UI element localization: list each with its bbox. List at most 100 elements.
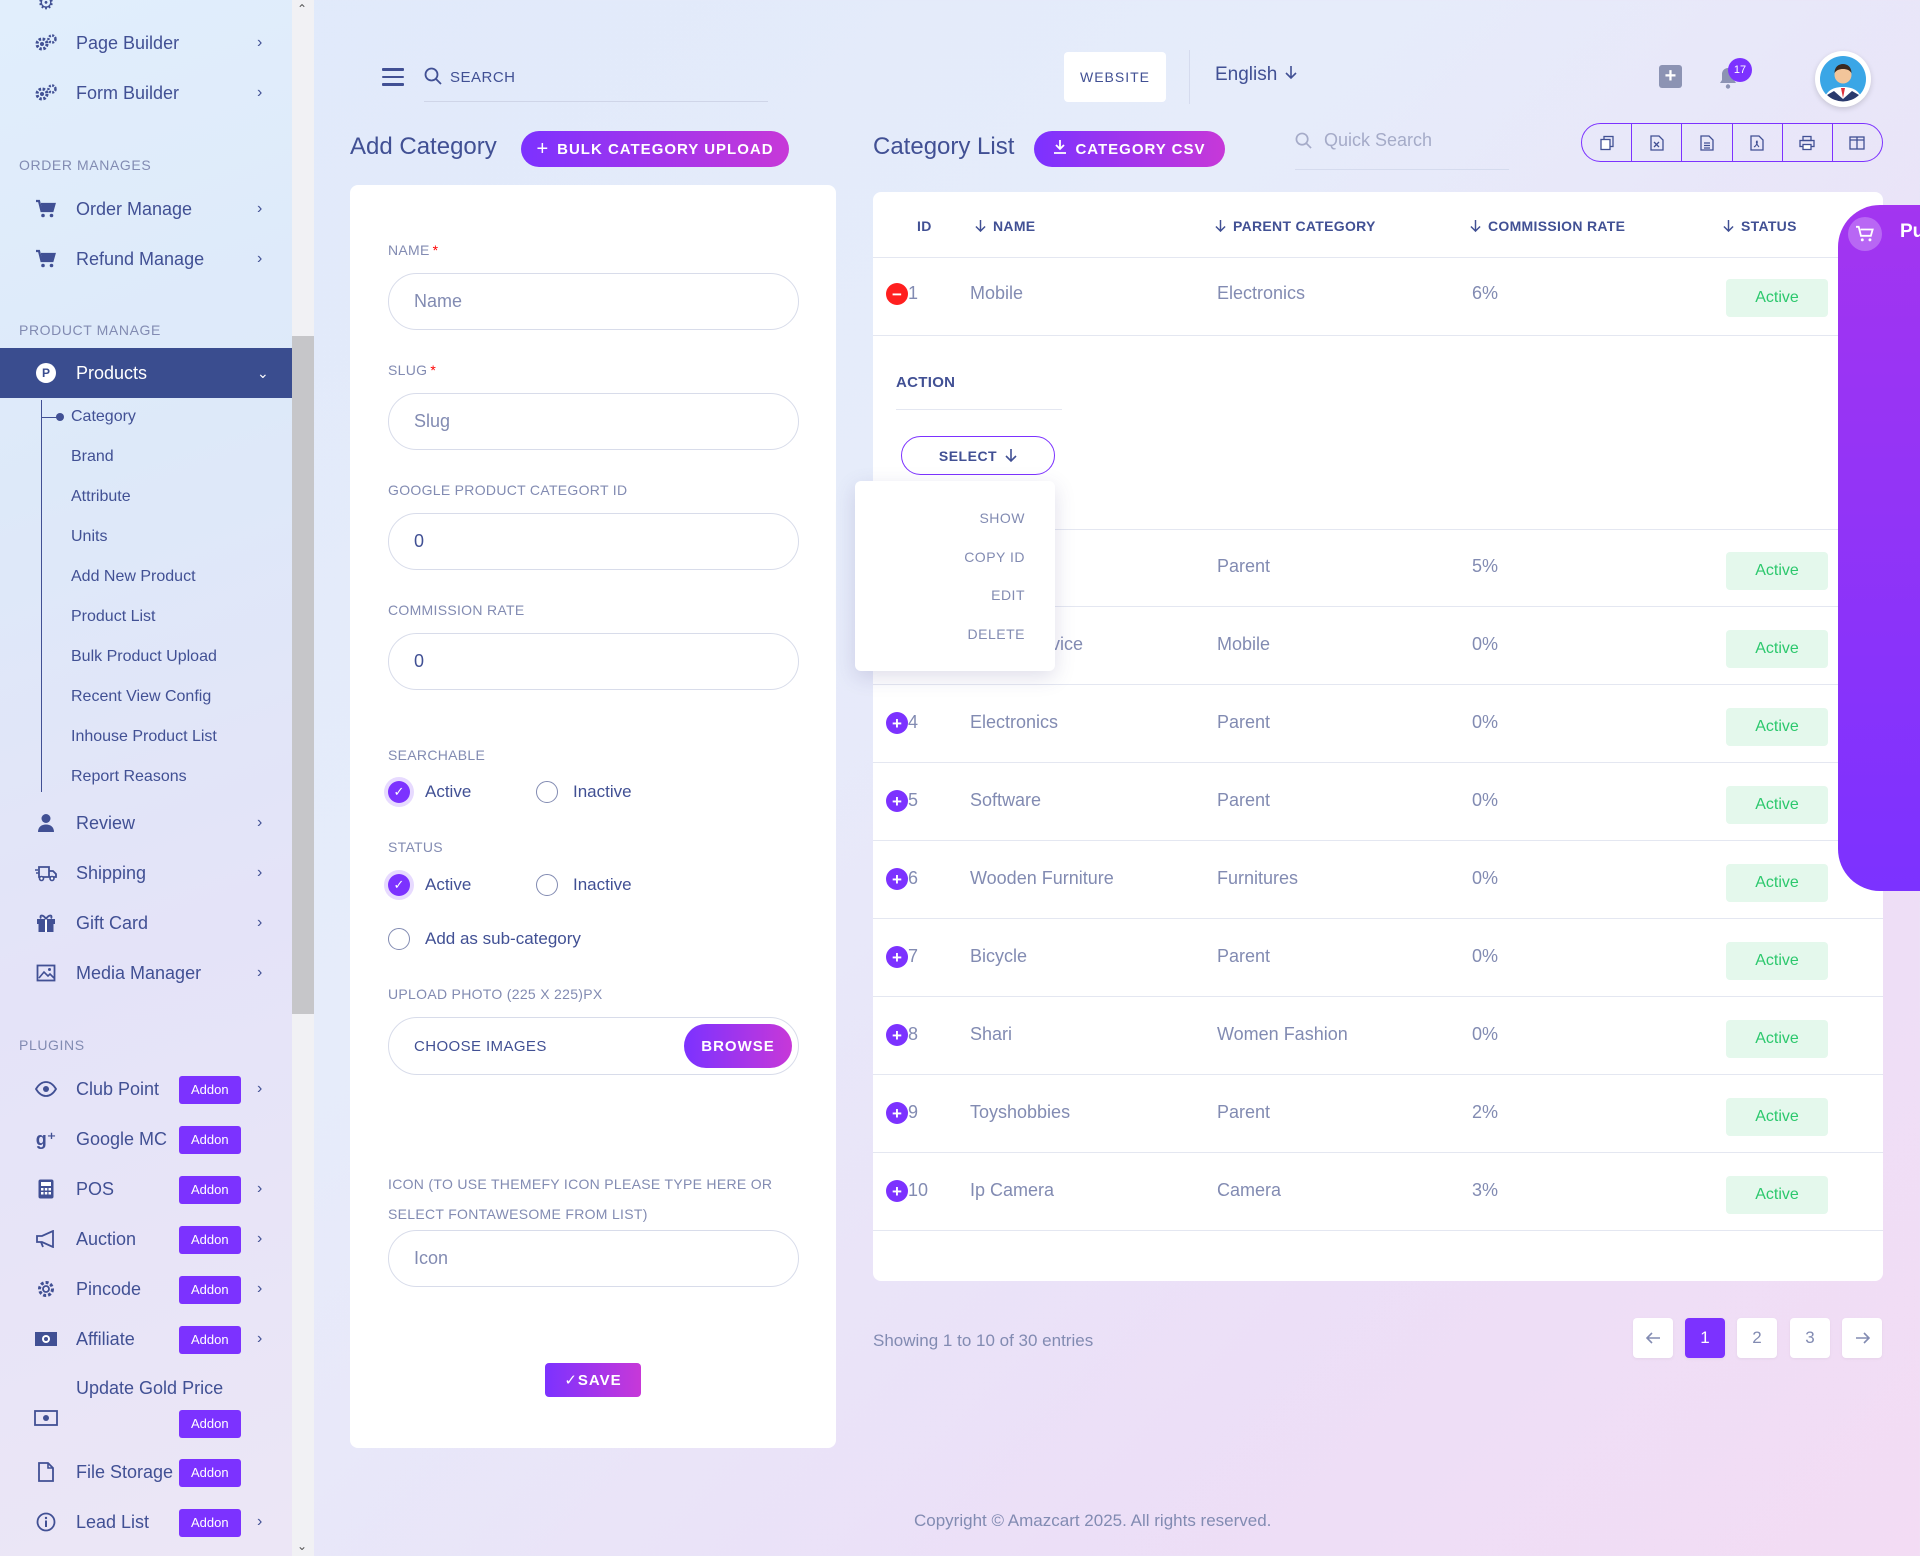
sidebar-item-affiliate[interactable]: Affiliate Addon ›	[0, 1314, 292, 1364]
expand-row-icon[interactable]: +	[886, 712, 908, 734]
addon-badge: Addon	[179, 1126, 241, 1154]
menu-item-copy-id[interactable]: COPY ID	[964, 549, 1025, 565]
searchable-active-radio[interactable]: ✓ Active	[388, 781, 471, 803]
showing-entries-text: Showing 1 to 10 of 30 entries	[873, 1331, 1094, 1350]
submenu-item-attribute[interactable]: Attribute	[71, 488, 131, 505]
sidebar-item-refund-manage[interactable]: Refund Manage ›	[0, 234, 292, 284]
column-header-name[interactable]: NAME	[975, 218, 1035, 234]
sidebar-item-label: Shipping	[76, 862, 147, 883]
cell-name: Ip Camera	[970, 1180, 1055, 1200]
page-2-button[interactable]: 2	[1737, 1318, 1777, 1358]
quick-search-input[interactable]	[1324, 128, 1504, 152]
bulk-category-upload-button[interactable]: + BULK CATEGORY UPLOAD	[521, 131, 789, 167]
print-icon[interactable]	[1783, 124, 1833, 161]
page-3-button[interactable]: 3	[1790, 1318, 1830, 1358]
action-select-button[interactable]: SELECT	[901, 436, 1055, 475]
slug-field[interactable]	[388, 393, 799, 450]
sidebar-item-review[interactable]: Review ›	[0, 798, 292, 848]
save-button[interactable]: ✓SAVE	[545, 1363, 641, 1397]
expand-row-icon[interactable]: +	[886, 1180, 908, 1202]
sidebar-scrollbar[interactable]: ⌃ ⌄	[292, 0, 314, 1556]
menu-toggle-icon[interactable]	[382, 68, 404, 86]
name-field[interactable]	[388, 273, 799, 330]
submenu-item-add-new-product[interactable]: Add New Product	[71, 568, 196, 585]
submenu-item-bulk-product-upload[interactable]: Bulk Product Upload	[71, 648, 217, 665]
searchable-inactive-radio[interactable]: Inactive	[536, 781, 632, 803]
sidebar-item-shipping[interactable]: Shipping ›	[0, 848, 292, 898]
language-select[interactable]: English	[1215, 64, 1297, 86]
sidebar-item-file-storage[interactable]: File Storage Addon	[0, 1447, 292, 1497]
submenu-item-brand[interactable]: Brand	[71, 448, 114, 465]
category-table: ID NAME PARENT CATEGORY COMMISSION RATE …	[873, 192, 1883, 1281]
menu-item-edit[interactable]: EDIT	[991, 587, 1025, 603]
sidebar-item-media-manager[interactable]: Media Manager ›	[0, 948, 292, 998]
commission-rate-field[interactable]	[388, 633, 799, 690]
collapse-row-icon[interactable]: −	[886, 283, 908, 305]
sidebar-item-auction[interactable]: Auction Addon ›	[0, 1214, 292, 1264]
action-label: ACTION	[896, 374, 956, 391]
category-csv-button[interactable]: CATEGORY CSV	[1034, 131, 1225, 167]
column-header-status[interactable]: STATUS	[1723, 218, 1797, 234]
chevron-right-icon: ›	[257, 1280, 263, 1297]
status-active-radio[interactable]: ✓ Active	[388, 874, 471, 896]
menu-item-delete[interactable]: DELETE	[967, 626, 1025, 642]
csv-file-icon[interactable]	[1682, 124, 1733, 161]
scrollbar-thumb[interactable]	[292, 336, 314, 1014]
excel-icon[interactable]	[1632, 124, 1683, 161]
add-new-icon[interactable]: +	[1659, 65, 1682, 88]
sidebar-item-pos[interactable]: POS Addon ›	[0, 1164, 292, 1214]
next-page-button[interactable]	[1842, 1318, 1882, 1358]
sidebar-item-google-mc[interactable]: g⁺ Google MC Addon	[0, 1114, 292, 1164]
column-header-commission-rate[interactable]: COMMISSION RATE	[1470, 218, 1625, 234]
search-input[interactable]	[450, 64, 750, 90]
sub-category-checkbox[interactable]: Add as sub-category	[388, 928, 581, 950]
copy-icon[interactable]	[1582, 124, 1633, 161]
pdf-icon[interactable]	[1733, 124, 1783, 161]
sidebar-item-update-gold-price[interactable]: Update Gold Price Addon	[0, 1364, 292, 1454]
submenu-item-recent-view-config[interactable]: Recent View Config	[71, 688, 212, 705]
expand-row-icon[interactable]: +	[886, 1024, 908, 1046]
sidebar-item-gift-card[interactable]: Gift Card ›	[0, 898, 292, 948]
google-category-id-field[interactable]	[388, 513, 799, 570]
expand-row-icon[interactable]: +	[886, 946, 908, 968]
status-inactive-radio[interactable]: Inactive	[536, 874, 632, 896]
expand-row-icon[interactable]: +	[886, 790, 908, 812]
cell-commission: 3%	[1472, 1180, 1499, 1200]
sidebar-item-label: Review	[76, 812, 136, 833]
sidebar-item-form-builder[interactable]: Form Builder ›	[0, 68, 292, 118]
submenu-item-report-reasons[interactable]: Report Reasons	[71, 768, 187, 785]
column-header-id[interactable]: ID	[917, 218, 932, 234]
expand-row-icon[interactable]: +	[886, 1102, 908, 1124]
chevron-right-icon: ›	[257, 1513, 263, 1530]
sidebar-item-products[interactable]: P Products ⌄	[0, 348, 292, 398]
browse-button[interactable]: BROWSE	[684, 1024, 792, 1068]
prev-page-button[interactable]	[1633, 1318, 1673, 1358]
sidebar-item-lead-list[interactable]: Lead List Addon ›	[0, 1497, 292, 1547]
submenu-item-product-list[interactable]: Product List	[71, 608, 156, 625]
side-purchase-tab[interactable]: Pu	[1838, 205, 1920, 891]
scroll-up-icon[interactable]: ⌃	[297, 2, 308, 16]
avatar[interactable]	[1815, 51, 1871, 107]
expand-row-icon[interactable]: +	[886, 868, 908, 890]
icon-field[interactable]	[388, 1230, 799, 1287]
page-1-button[interactable]: 1	[1685, 1318, 1725, 1358]
submenu-item-category[interactable]: Category	[71, 408, 136, 425]
chevron-right-icon: ›	[257, 200, 263, 217]
action-underline	[896, 409, 1062, 410]
sidebar-item-pincode[interactable]: Pincode Addon ›	[0, 1264, 292, 1314]
searchable-label: SEARCHABLE	[388, 747, 486, 763]
submenu-item-inhouse-product-list[interactable]: Inhouse Product List	[71, 728, 217, 745]
menu-item-show[interactable]: SHOW	[979, 510, 1025, 526]
submenu-item-units[interactable]: Units	[71, 528, 108, 545]
sidebar-item-club-point[interactable]: Club Point Addon ›	[0, 1064, 292, 1114]
sidebar-item-order-manage[interactable]: Order Manage ›	[0, 184, 292, 234]
chevron-right-icon: ›	[257, 84, 263, 101]
website-button[interactable]: WEBSITE	[1064, 52, 1166, 102]
columns-icon[interactable]	[1833, 124, 1882, 161]
chevron-right-icon: ›	[257, 250, 263, 267]
column-header-parent-category[interactable]: PARENT CATEGORY	[1215, 218, 1376, 234]
sidebar-item-page-builder[interactable]: Page Builder ›	[0, 18, 292, 68]
sidebar-item-partial[interactable]: ⚙	[0, 0, 292, 28]
upload-photo-field[interactable]: CHOOSE IMAGES BROWSE	[388, 1017, 799, 1075]
scroll-down-icon[interactable]: ⌄	[297, 1539, 308, 1553]
